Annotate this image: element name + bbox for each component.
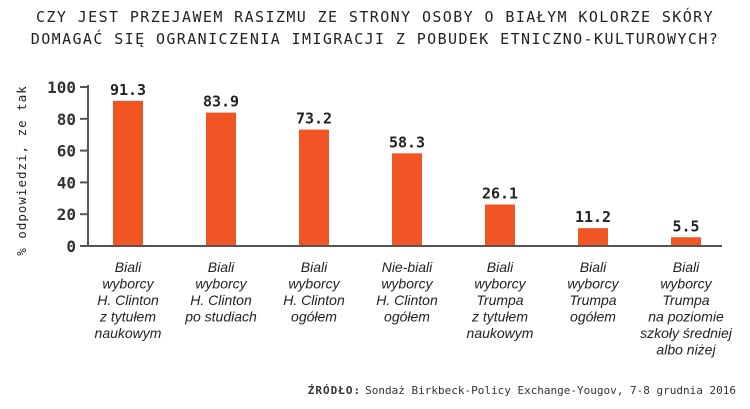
chart-title: CZY JEST PRZEJAWEM RASIZMU ZE STRONY OSO… [0, 6, 750, 50]
source-text: Sondaż Birkbeck-Policy Exchange-Yougov, … [365, 384, 736, 397]
y-tick-label: 60 [57, 142, 76, 161]
x-category-label-line: wyborcy [381, 276, 433, 292]
x-category-label-line: szkoły średniej [640, 325, 733, 341]
x-category-label-line: Biali [673, 259, 700, 275]
bar-value-label: 5.5 [672, 217, 699, 235]
x-category-label-line: H. Clinton [376, 292, 438, 308]
x-category-label-line: Trumpa [476, 292, 523, 308]
x-category-label-line: wyborcy [567, 276, 619, 292]
x-category-label-line: H. Clinton [97, 292, 159, 308]
bar [113, 100, 143, 246]
x-category-label: Biali wyborcy Trumpa ogółem [567, 259, 619, 325]
x-category-label-line: naukowym [467, 325, 534, 341]
x-category-label-line: albo niżej [656, 342, 716, 358]
x-category-label: Biali wyborcy H. Clinton z tytułem naukowym [95, 259, 162, 341]
bar [578, 228, 608, 246]
x-category-label-line: Nie-biali [382, 259, 433, 275]
source-label: ŹRÓDŁO: [307, 384, 362, 397]
y-tick-label: 20 [57, 205, 76, 224]
bar-value-label: 83.9 [203, 93, 239, 111]
x-category-label-line: ogółem [291, 309, 337, 325]
x-category-label-line: po studiach [184, 309, 257, 325]
x-category-label-line: ogółem [384, 309, 430, 325]
y-tick-label: 100 [47, 78, 76, 97]
chart-title-line-1: CZY JEST PRZEJAWEM RASIZMU ZE STRONY OSO… [36, 8, 714, 26]
bar [485, 204, 515, 246]
x-category-label-line: z tytułem [99, 309, 156, 325]
bar [392, 153, 422, 246]
x-category-label: Biali wyborcy H. Clinton ogółem [283, 259, 345, 325]
x-category-label-line: wyborcy [288, 276, 340, 292]
x-category-label-line: H. Clinton [283, 292, 345, 308]
y-tick-label: 40 [57, 173, 76, 192]
x-category-label: Biali wyborcy Trumpa na poziomie szkoły śred… [640, 259, 733, 358]
source-note: ŹRÓDŁO: Sondaż Birkbeck-Policy Exchange-Y… [308, 384, 736, 397]
bar-value-label: 91.3 [110, 81, 146, 99]
bar [299, 129, 329, 246]
x-category-label: Biali wyborcy H. Clinton po studiach [184, 259, 257, 325]
x-category-label-line: naukowym [95, 325, 162, 341]
x-category-label-line: Biali [487, 259, 514, 275]
bar [206, 112, 236, 246]
x-category-label-line: Trumpa [569, 292, 616, 308]
x-category-label-line: wyborcy [474, 276, 526, 292]
bar-value-label: 11.2 [575, 208, 611, 226]
bar [671, 237, 701, 246]
x-category-label-line: wyborcy [195, 276, 247, 292]
x-category-label: Nie-biali wyborcy H. Clinton ogółem [376, 259, 438, 325]
x-category-label-line: Trumpa [662, 292, 709, 308]
x-category-label: Biali wyborcy Trumpa z tytułem naukowym [467, 259, 534, 341]
y-tick-label: 0 [66, 237, 76, 256]
x-category-label-line: z tytułem [471, 309, 528, 325]
bar-value-label: 58.3 [389, 133, 425, 151]
x-category-label-line: ogółem [570, 309, 616, 325]
x-category-label-line: wyborcy [660, 276, 712, 292]
y-axis-label: % odpowiedzi, ze tak [14, 85, 29, 256]
x-category-label-line: na poziomie [648, 309, 724, 325]
x-category-label-line: Biali [301, 259, 328, 275]
x-category-label-line: H. Clinton [190, 292, 252, 308]
x-category-label-line: Biali [208, 259, 235, 275]
chart-title-line-2: DOMAGAĆ SIĘ OGRANICZENIA IMIGRACJI Z POB… [30, 30, 720, 48]
y-tick-label: 80 [57, 110, 76, 129]
x-category-label-line: Biali [580, 259, 607, 275]
x-category-label-line: Biali [115, 259, 142, 275]
x-category-label-line: wyborcy [102, 276, 154, 292]
bar-value-label: 26.1 [482, 185, 518, 203]
bar-value-label: 73.2 [296, 110, 332, 128]
